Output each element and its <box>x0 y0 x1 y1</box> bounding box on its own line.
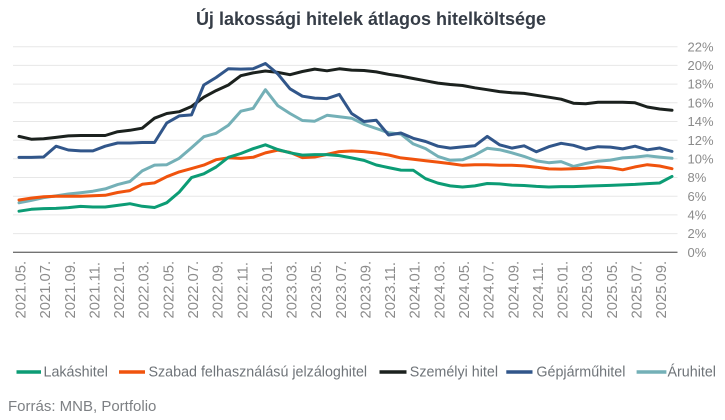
svg-text:2023.01.: 2023.01. <box>260 261 276 319</box>
svg-text:Lakáshitel: Lakáshitel <box>44 365 108 381</box>
svg-text:2022.11.: 2022.11. <box>235 262 251 319</box>
svg-text:20%: 20% <box>688 58 714 73</box>
svg-text:2025.09.: 2025.09. <box>654 261 670 319</box>
svg-text:2021.05.: 2021.05. <box>14 261 30 319</box>
svg-text:18%: 18% <box>688 77 714 92</box>
svg-text:2025.05.: 2025.05. <box>605 261 621 319</box>
svg-text:2025.03.: 2025.03. <box>580 261 596 319</box>
svg-text:Gépjárműhitel: Gépjárműhitel <box>536 365 625 381</box>
svg-text:2024.01.: 2024.01. <box>408 261 424 319</box>
svg-text:2023.11.: 2023.11. <box>383 262 399 319</box>
svg-text:2023.05.: 2023.05. <box>309 261 325 319</box>
svg-text:2022.05.: 2022.05. <box>161 261 177 319</box>
svg-text:2023.09.: 2023.09. <box>359 261 375 319</box>
svg-text:8%: 8% <box>688 170 707 185</box>
svg-text:0%: 0% <box>688 245 707 260</box>
svg-text:2023.03.: 2023.03. <box>285 261 301 319</box>
svg-text:2024.09.: 2024.09. <box>506 261 522 319</box>
svg-text:2022.07.: 2022.07. <box>186 261 202 319</box>
svg-text:2024.07.: 2024.07. <box>482 261 498 319</box>
svg-text:2024.03.: 2024.03. <box>432 261 448 319</box>
svg-text:2024.11.: 2024.11. <box>531 262 547 319</box>
svg-text:2%: 2% <box>688 226 707 241</box>
svg-text:2023.07.: 2023.07. <box>334 261 350 319</box>
svg-text:22%: 22% <box>688 39 714 54</box>
svg-text:6%: 6% <box>688 189 707 204</box>
svg-text:2025.01.: 2025.01. <box>556 261 572 319</box>
svg-text:2024.05.: 2024.05. <box>457 261 473 319</box>
svg-text:14%: 14% <box>688 114 714 129</box>
svg-text:2022.01.: 2022.01. <box>112 261 128 319</box>
svg-text:2022.03.: 2022.03. <box>137 261 153 319</box>
svg-text:Szabad felhasználású jelzálogh: Szabad felhasználású jelzáloghitel <box>149 365 368 381</box>
svg-text:12%: 12% <box>688 133 714 148</box>
svg-text:2021.07.: 2021.07. <box>38 261 54 319</box>
svg-text:10%: 10% <box>688 151 714 166</box>
svg-text:Áruhitel: Áruhitel <box>668 364 716 381</box>
svg-text:Személyi hitel: Személyi hitel <box>410 365 498 381</box>
svg-text:2022.09.: 2022.09. <box>211 261 227 319</box>
svg-text:2021.09.: 2021.09. <box>63 261 79 319</box>
svg-text:4%: 4% <box>688 208 707 223</box>
svg-text:16%: 16% <box>688 95 714 110</box>
svg-text:2021.11.: 2021.11. <box>87 262 103 319</box>
svg-text:2025.07.: 2025.07. <box>630 261 646 319</box>
